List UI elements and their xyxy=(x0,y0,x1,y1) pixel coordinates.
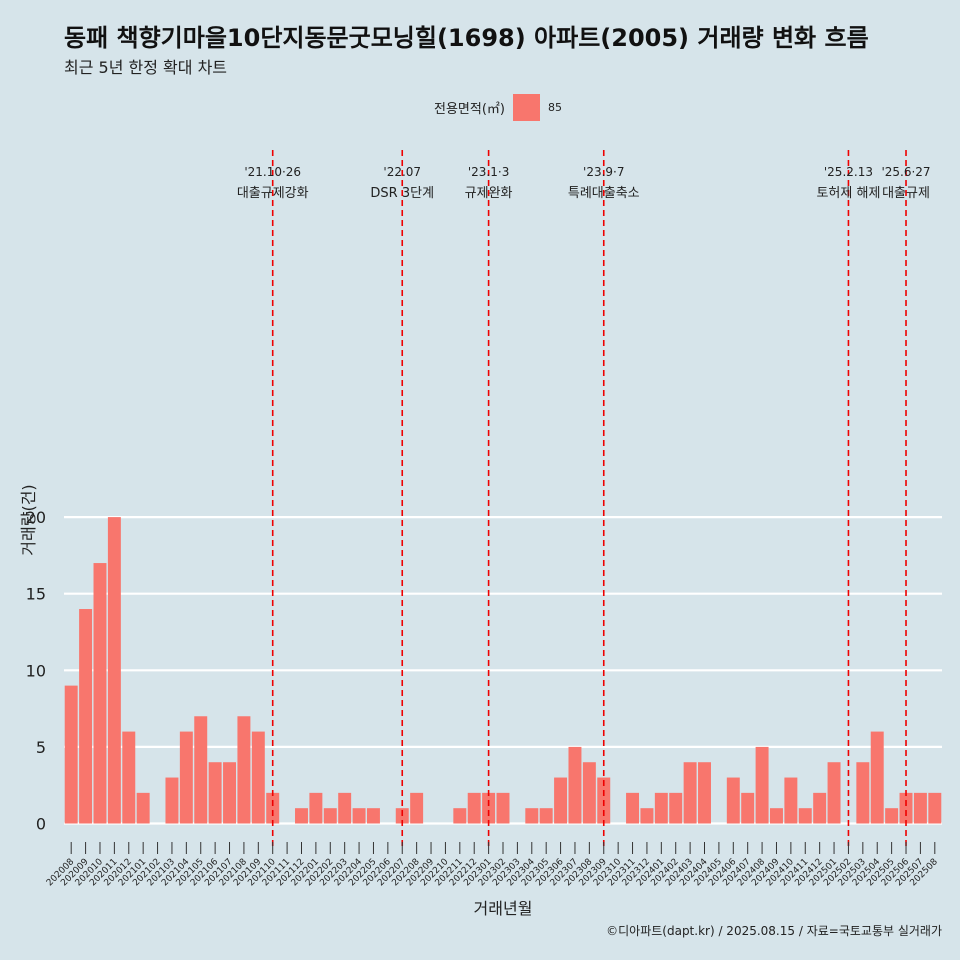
bar xyxy=(266,792,280,824)
legend-title: 전용면적(㎡) xyxy=(434,102,505,117)
y-tick-label: 10 xyxy=(26,661,46,680)
bar xyxy=(122,731,136,824)
y-tick-label: 15 xyxy=(26,585,46,604)
bar xyxy=(626,792,640,824)
bar xyxy=(496,792,510,824)
bar xyxy=(453,808,467,824)
bar xyxy=(237,716,251,824)
chart-subtitle: 최근 5년 한정 확대 차트 xyxy=(64,58,228,77)
y-tick-label: 5 xyxy=(36,738,46,757)
bar xyxy=(741,792,755,824)
bar xyxy=(654,792,668,824)
bar xyxy=(669,792,683,824)
annotation-date: '25.2.13 xyxy=(824,165,873,179)
bar xyxy=(798,808,812,824)
chart-title: 동패 책향기마을10단지동문굿모닝힐(1698) 아파트(2005) 거래량 변… xyxy=(64,24,869,52)
bar xyxy=(856,762,870,824)
bar xyxy=(64,685,78,824)
bar xyxy=(913,792,927,824)
bar xyxy=(755,746,769,824)
bar xyxy=(539,808,553,824)
bar xyxy=(683,762,697,824)
bar xyxy=(482,792,496,824)
bar xyxy=(366,808,380,824)
bar xyxy=(698,762,711,824)
bar xyxy=(136,792,150,824)
bar xyxy=(194,716,208,824)
bar xyxy=(784,777,798,824)
source-caption: ©디아파트(dapt.kr) / 2025.08.15 / 자료=국토교통부 실… xyxy=(606,924,942,938)
annotation-label: 특례대출축소 xyxy=(568,186,640,201)
bar xyxy=(885,808,899,824)
bar xyxy=(813,792,827,824)
annotation-label: 규제완화 xyxy=(465,186,513,201)
bar xyxy=(827,762,841,824)
bar xyxy=(870,731,884,824)
annotation-label: 토허제 해제 xyxy=(816,186,880,201)
bar xyxy=(93,563,107,824)
bar xyxy=(165,777,179,824)
bar xyxy=(769,808,783,824)
legend-swatch xyxy=(512,94,540,121)
bar xyxy=(640,808,654,824)
bar xyxy=(726,777,740,824)
bar xyxy=(582,762,596,824)
annotation-label: 대출규제 xyxy=(882,186,930,201)
bar xyxy=(338,792,352,824)
bar xyxy=(295,808,308,824)
legend-key-label: 85 xyxy=(547,101,562,114)
annotation-label: 대출규제강화 xyxy=(237,186,309,201)
bar xyxy=(208,762,222,824)
bar xyxy=(568,746,582,824)
annotation-date: '22.07 xyxy=(383,165,421,179)
bar xyxy=(554,777,568,824)
bar xyxy=(410,792,424,824)
annotation-date: '21.10·26 xyxy=(244,165,301,179)
bar xyxy=(309,792,323,824)
bar xyxy=(467,792,481,824)
bar xyxy=(107,517,121,824)
bar xyxy=(79,609,93,824)
bar xyxy=(352,808,366,824)
y-tick-label: 0 xyxy=(36,815,46,834)
x-axis-title: 거래년월 xyxy=(474,899,533,918)
annotation-label: DSR 3단계 xyxy=(370,186,434,201)
annotation-date: '23.1·3 xyxy=(468,165,509,179)
annotation-date: '23.9·7 xyxy=(583,165,624,179)
y-tick-label: 20 xyxy=(26,508,46,527)
bar xyxy=(223,762,237,824)
bar xyxy=(928,792,942,824)
legend: 전용면적(㎡) 85 xyxy=(434,94,562,121)
bar xyxy=(323,808,337,824)
y-axis-title: 거래량(건) xyxy=(19,484,38,555)
bar xyxy=(251,731,265,824)
annotation-date: '25.6·27 xyxy=(881,165,930,179)
bar xyxy=(899,792,913,824)
bar xyxy=(525,808,539,824)
bar xyxy=(179,731,193,824)
